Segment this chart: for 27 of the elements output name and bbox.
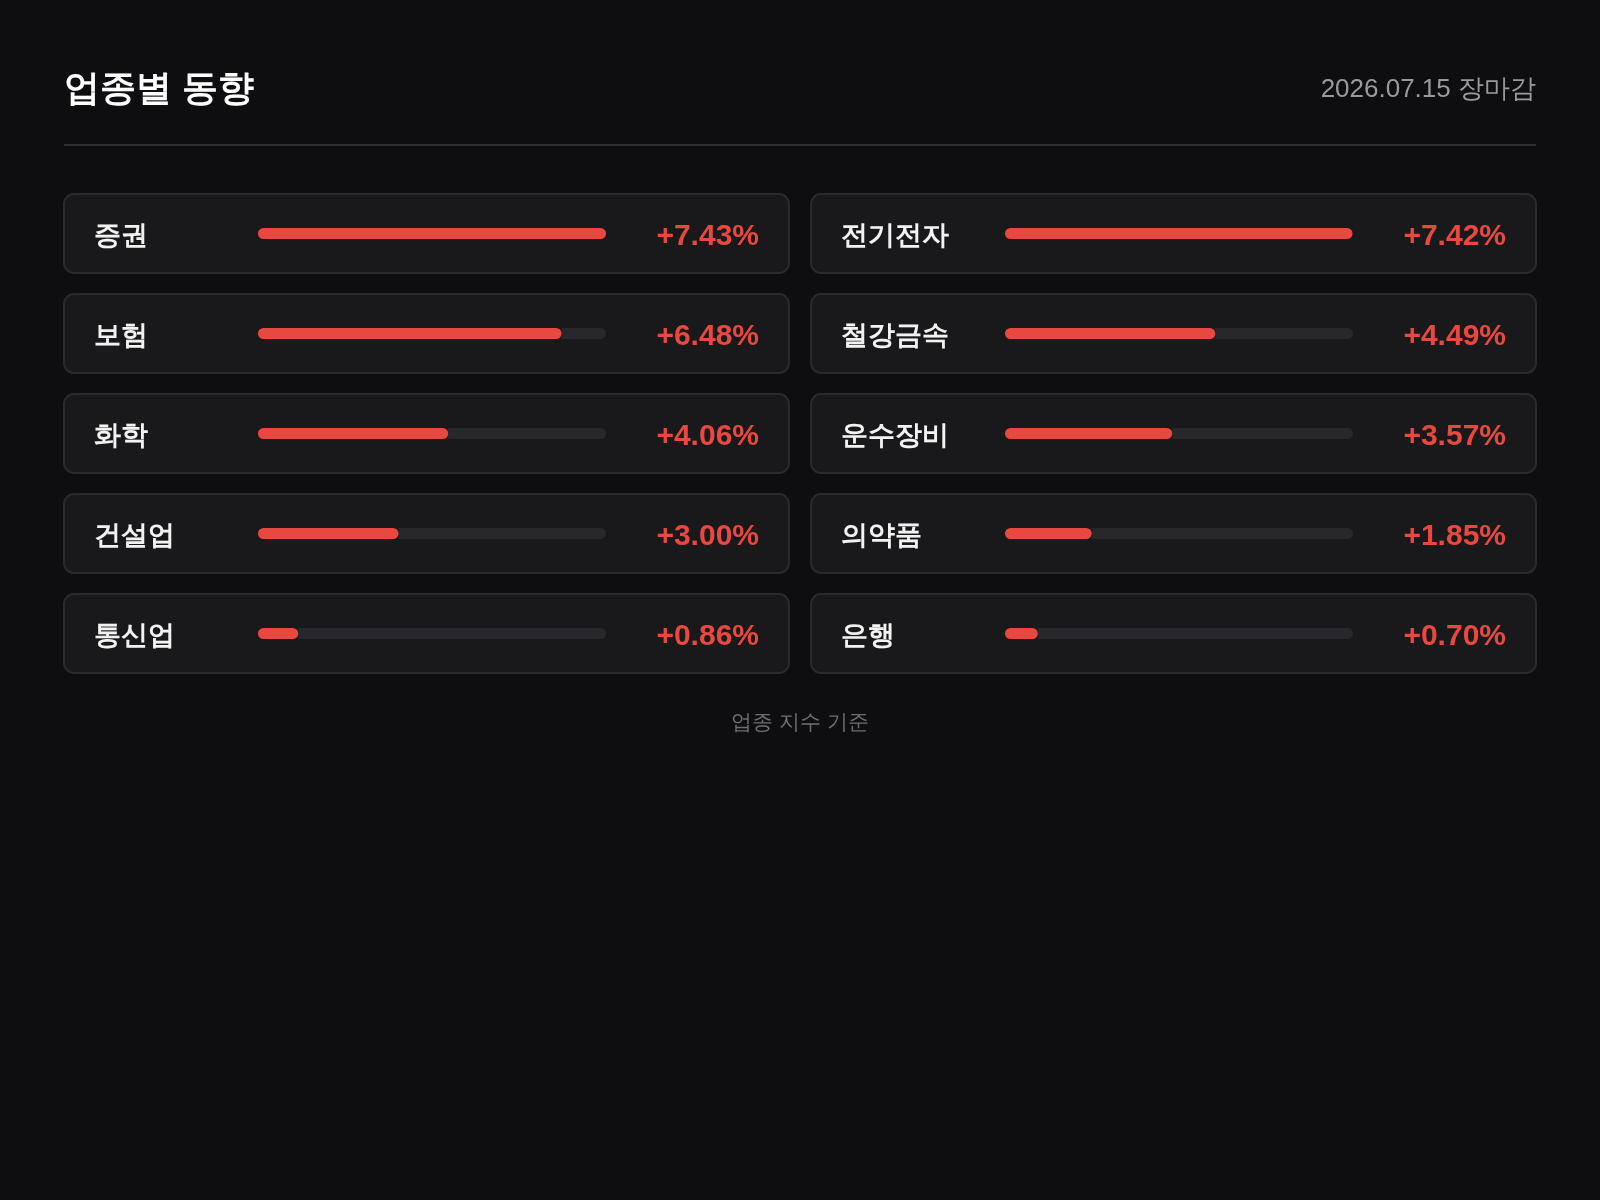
y-tick-label: 은행 bbox=[841, 619, 895, 650]
y-tick-label: 건설업 bbox=[94, 519, 175, 550]
y-tick-label: 의약품 bbox=[841, 519, 922, 550]
data-label: +7.42% bbox=[1403, 217, 1506, 251]
bar bbox=[1005, 228, 1353, 239]
bar bbox=[258, 228, 606, 239]
y-tick-label: 전기전자 bbox=[841, 219, 949, 250]
data-label: +3.00% bbox=[656, 517, 759, 551]
y-tick-label: 철강금속 bbox=[841, 319, 949, 350]
data-label: +4.06% bbox=[656, 417, 759, 451]
y-tick-label: 화학 bbox=[94, 419, 148, 450]
bar bbox=[1005, 628, 1038, 639]
data-label: +0.86% bbox=[656, 617, 759, 651]
bar bbox=[258, 628, 299, 639]
text: 2026.07.15 장마감 bbox=[1320, 73, 1536, 103]
y-tick-label: 보험 bbox=[94, 319, 148, 350]
data-label: +3.57% bbox=[1403, 417, 1506, 451]
y-tick-label: 증권 bbox=[94, 219, 148, 250]
y-tick-label: 통신업 bbox=[94, 619, 175, 650]
y-tick-label: 운수장비 bbox=[841, 419, 949, 450]
data-label: +4.49% bbox=[1403, 317, 1506, 351]
text: 업종 지수 기준 bbox=[731, 710, 869, 733]
data-label: +6.48% bbox=[656, 317, 759, 351]
chart-title: 업종별 동향 bbox=[64, 67, 255, 108]
data-label: +1.85% bbox=[1403, 517, 1506, 551]
data-label: +0.70% bbox=[1403, 617, 1506, 651]
data-label: +7.43% bbox=[656, 217, 759, 251]
